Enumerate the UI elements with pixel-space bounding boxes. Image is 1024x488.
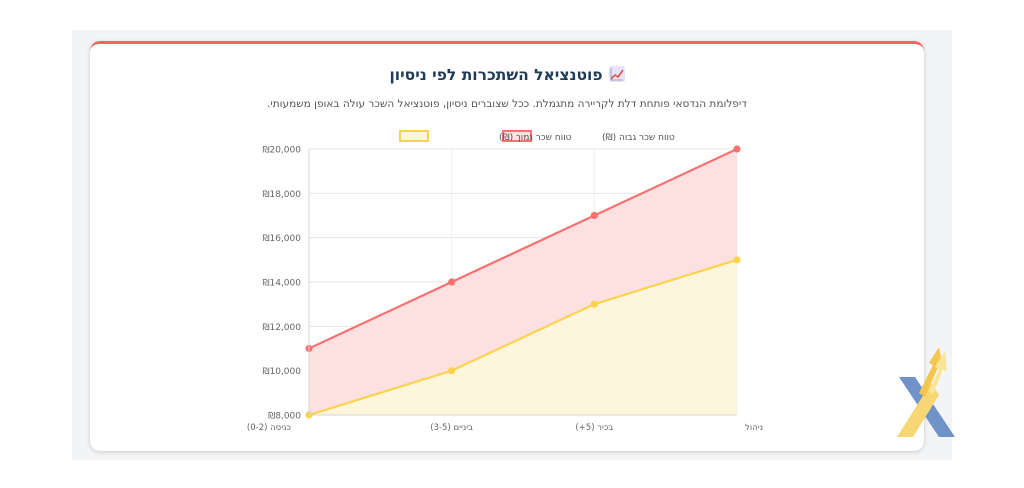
- y-tick-label: ₪10,000: [262, 367, 301, 377]
- y-tick-label: ₪16,000: [262, 234, 301, 244]
- card-title: פוטנציאל השתכרות לפי ניסיון: [90, 66, 924, 84]
- data-point: [733, 256, 741, 264]
- data-point: [733, 145, 741, 153]
- y-tick-label: ₪8,000: [268, 412, 301, 422]
- series-line-0: [308, 148, 738, 350]
- x-tick-label: כניסה (0-2): [247, 423, 292, 433]
- data-point: [590, 211, 598, 220]
- data-point: [448, 367, 456, 375]
- y-tick-label: ₪14,000: [262, 279, 301, 289]
- y-tick-label: ₪18,000: [262, 190, 301, 200]
- y-tick-label: ₪12,000: [262, 323, 301, 333]
- series-line-1: [308, 258, 738, 417]
- x-tick-label: ביניים (3-5): [430, 423, 473, 433]
- legend-swatch: [502, 130, 532, 142]
- legend-label: טווח שכר נמוך (₪): [499, 133, 572, 143]
- salary-chart-card: פוטנציאל השתכרות לפי ניסיון דיפלומת הנדס…: [90, 41, 924, 451]
- x-tick-label: ניהול: [745, 423, 763, 433]
- data-point: [590, 300, 598, 308]
- brand-logo: [897, 347, 955, 437]
- x-tick-label: בכיר (5+): [575, 423, 613, 433]
- chart-increasing-icon: [608, 66, 625, 82]
- y-tick-label: ₪20,000: [262, 146, 301, 156]
- card-title-text: פוטנציאל השתכרות לפי ניסיון: [389, 66, 603, 84]
- legend-label: טווח שכר גבוה (₪): [602, 133, 675, 143]
- card-subtitle: דיפלומת הנדסאי פותחת דלת לקריירה מתגמלת.…: [267, 98, 747, 110]
- data-point: [448, 278, 456, 286]
- legend-swatch: [399, 130, 429, 142]
